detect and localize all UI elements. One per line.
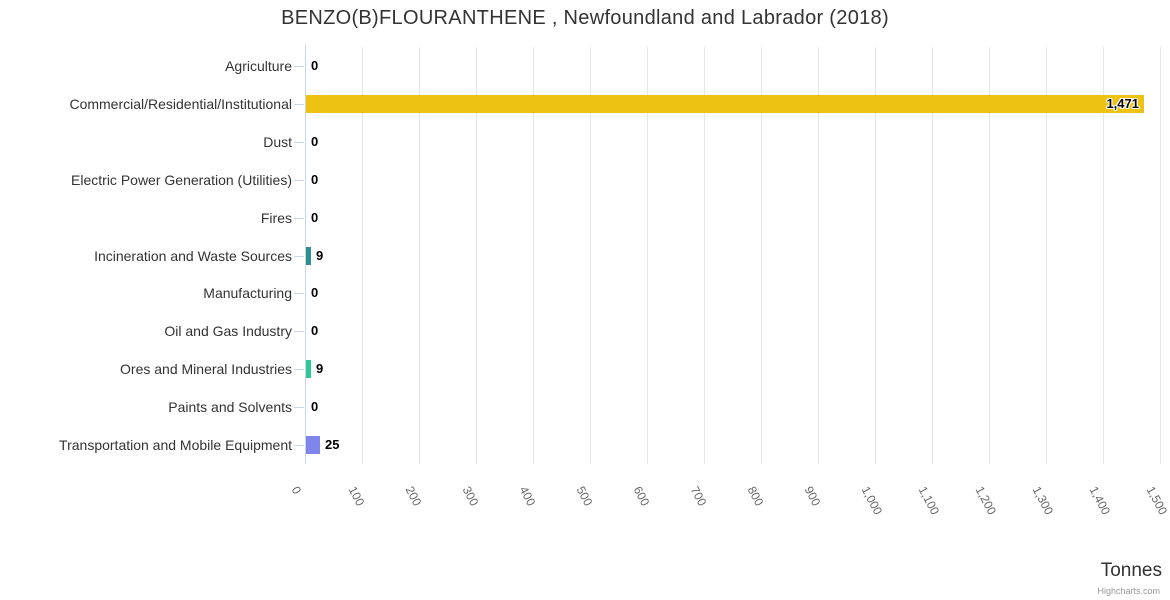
bar[interactable] <box>306 436 320 455</box>
category-label: Ores and Mineral Industries <box>120 361 292 378</box>
category-label: Fires <box>260 209 292 226</box>
value-label: 1,471 <box>1106 95 1139 111</box>
x-axis-label: 1,500 <box>1143 484 1170 518</box>
x-axis-label: 100 <box>345 484 368 509</box>
x-axis-label: 1,000 <box>858 484 886 518</box>
gridline <box>818 47 819 464</box>
x-axis-label: 700 <box>687 484 710 509</box>
gridline <box>362 47 363 464</box>
category-tick <box>294 141 304 143</box>
x-axis-label: 1,100 <box>915 484 943 518</box>
category-label: Agriculture <box>225 57 292 74</box>
x-axis-label: 1,400 <box>1086 484 1114 518</box>
x-axis-label: 600 <box>630 484 653 509</box>
gridline <box>704 47 705 464</box>
gridline <box>875 47 876 464</box>
value-label: 0 <box>311 57 319 73</box>
category-tick <box>294 445 304 447</box>
x-axis-title: Tonnes <box>1100 560 1162 581</box>
gridline <box>590 47 591 464</box>
category-label: Electric Power Generation (Utilities) <box>71 171 292 188</box>
category-label: Oil and Gas Industry <box>164 323 292 340</box>
category-tick <box>294 407 304 409</box>
x-axis-label: 1,200 <box>972 484 1000 518</box>
category-label: Incineration and Waste Sources <box>94 247 292 264</box>
gridline <box>533 47 534 464</box>
chart-title: BENZO(B)FLOURANTHENE , Newfoundland and … <box>281 7 889 29</box>
category-label: Paints and Solvents <box>168 399 292 416</box>
value-label: 9 <box>316 361 324 377</box>
x-axis-label: 900 <box>801 484 824 509</box>
gridline <box>1160 47 1161 464</box>
gridline <box>989 47 990 464</box>
x-axis-label: 500 <box>573 484 596 509</box>
value-label: 25 <box>325 437 340 453</box>
value-label: 0 <box>311 323 319 339</box>
bar[interactable] <box>306 94 1144 113</box>
category-tick <box>294 331 304 333</box>
x-axis-label: 800 <box>744 484 767 509</box>
value-label: 0 <box>311 171 319 187</box>
value-label: 9 <box>316 247 324 263</box>
bar[interactable] <box>306 360 311 379</box>
gridline <box>419 47 420 464</box>
highcharts-credit[interactable]: Highcharts.com <box>1097 586 1160 596</box>
category-label: Manufacturing <box>203 285 292 302</box>
value-label: 0 <box>311 399 319 415</box>
category-label: Transportation and Mobile Equipment <box>59 437 292 454</box>
x-axis-label: 1,300 <box>1029 484 1057 518</box>
gridline <box>476 47 477 464</box>
gridline <box>647 47 648 464</box>
x-axis-label: 200 <box>402 484 425 509</box>
category-tick <box>294 217 304 219</box>
category-tick <box>294 103 304 105</box>
gridline <box>761 47 762 464</box>
value-label: 0 <box>311 209 319 225</box>
gridline <box>932 47 933 464</box>
category-tick <box>294 293 304 295</box>
category-label: Commercial/Residential/Institutional <box>69 95 292 112</box>
category-tick <box>294 65 304 67</box>
bar[interactable] <box>306 246 311 265</box>
gridline <box>1103 47 1104 464</box>
category-label: Dust <box>263 133 292 150</box>
value-label: 0 <box>311 285 319 301</box>
category-axis-line <box>305 44 306 464</box>
value-label: 0 <box>311 133 319 149</box>
x-axis-label: 400 <box>516 484 539 509</box>
x-axis-label: 0 <box>288 484 305 497</box>
x-axis-label: 300 <box>459 484 482 509</box>
gridline <box>1046 47 1047 464</box>
category-tick <box>294 369 304 371</box>
category-tick <box>294 255 304 257</box>
category-tick <box>294 179 304 181</box>
